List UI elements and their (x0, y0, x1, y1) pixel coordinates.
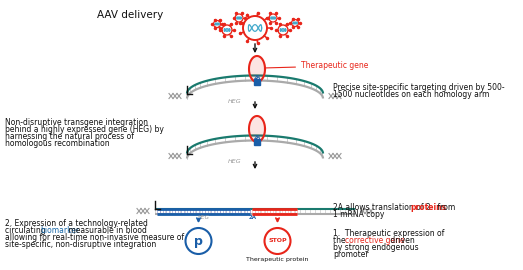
Text: HEG: HEG (198, 215, 209, 220)
Text: Therapeutic protein: Therapeutic protein (246, 257, 309, 262)
Text: 1 mRNA copy: 1 mRNA copy (333, 210, 384, 219)
Text: measurable in blood: measurable in blood (66, 226, 147, 235)
Circle shape (265, 228, 290, 254)
Circle shape (186, 228, 211, 254)
Text: 2. Expression of a technology-related: 2. Expression of a technology-related (5, 219, 148, 228)
Text: HEG: HEG (228, 159, 242, 164)
Text: 1.  Therapeutic expression of: 1. Therapeutic expression of (333, 229, 445, 238)
Text: Non-disruptive transgene integration: Non-disruptive transgene integration (5, 118, 148, 127)
Text: driven: driven (388, 236, 415, 245)
Text: circulating: circulating (5, 226, 48, 235)
Text: the: the (333, 236, 348, 245)
Text: behind a highly expressed gene (HEG) by: behind a highly expressed gene (HEG) by (5, 125, 164, 134)
Text: Precise site-specific targeting driven by 500-: Precise site-specific targeting driven b… (333, 83, 505, 92)
Polygon shape (249, 116, 265, 142)
Text: by strong endogenous: by strong endogenous (333, 243, 418, 252)
Text: AAV delivery: AAV delivery (97, 10, 163, 20)
Text: homologous recombination: homologous recombination (5, 139, 110, 148)
Text: proteins: proteins (410, 203, 446, 212)
Text: p: p (194, 235, 203, 248)
Text: 2A allows translation of 2: 2A allows translation of 2 (333, 203, 433, 212)
Text: harnessing the natural process of: harnessing the natural process of (5, 132, 134, 141)
Text: site-specific, non-disruptive integration: site-specific, non-disruptive integratio… (5, 240, 156, 249)
Text: 2A: 2A (249, 215, 257, 220)
Text: 1500 nucleotides on each homology arm: 1500 nucleotides on each homology arm (333, 90, 490, 99)
Text: biomarker: biomarker (40, 226, 79, 235)
Text: HEG: HEG (228, 99, 242, 104)
Text: from: from (435, 203, 455, 212)
Polygon shape (249, 56, 265, 82)
Text: corrective gene: corrective gene (345, 236, 404, 245)
Text: STOP: STOP (268, 238, 287, 244)
Text: Therapeutic gene: Therapeutic gene (266, 62, 368, 70)
Text: 2A: 2A (254, 75, 260, 80)
Text: 2A: 2A (254, 135, 260, 140)
Text: promoter: promoter (333, 250, 369, 259)
Text: allowing for real-time non-invasive measure of: allowing for real-time non-invasive meas… (5, 233, 184, 242)
